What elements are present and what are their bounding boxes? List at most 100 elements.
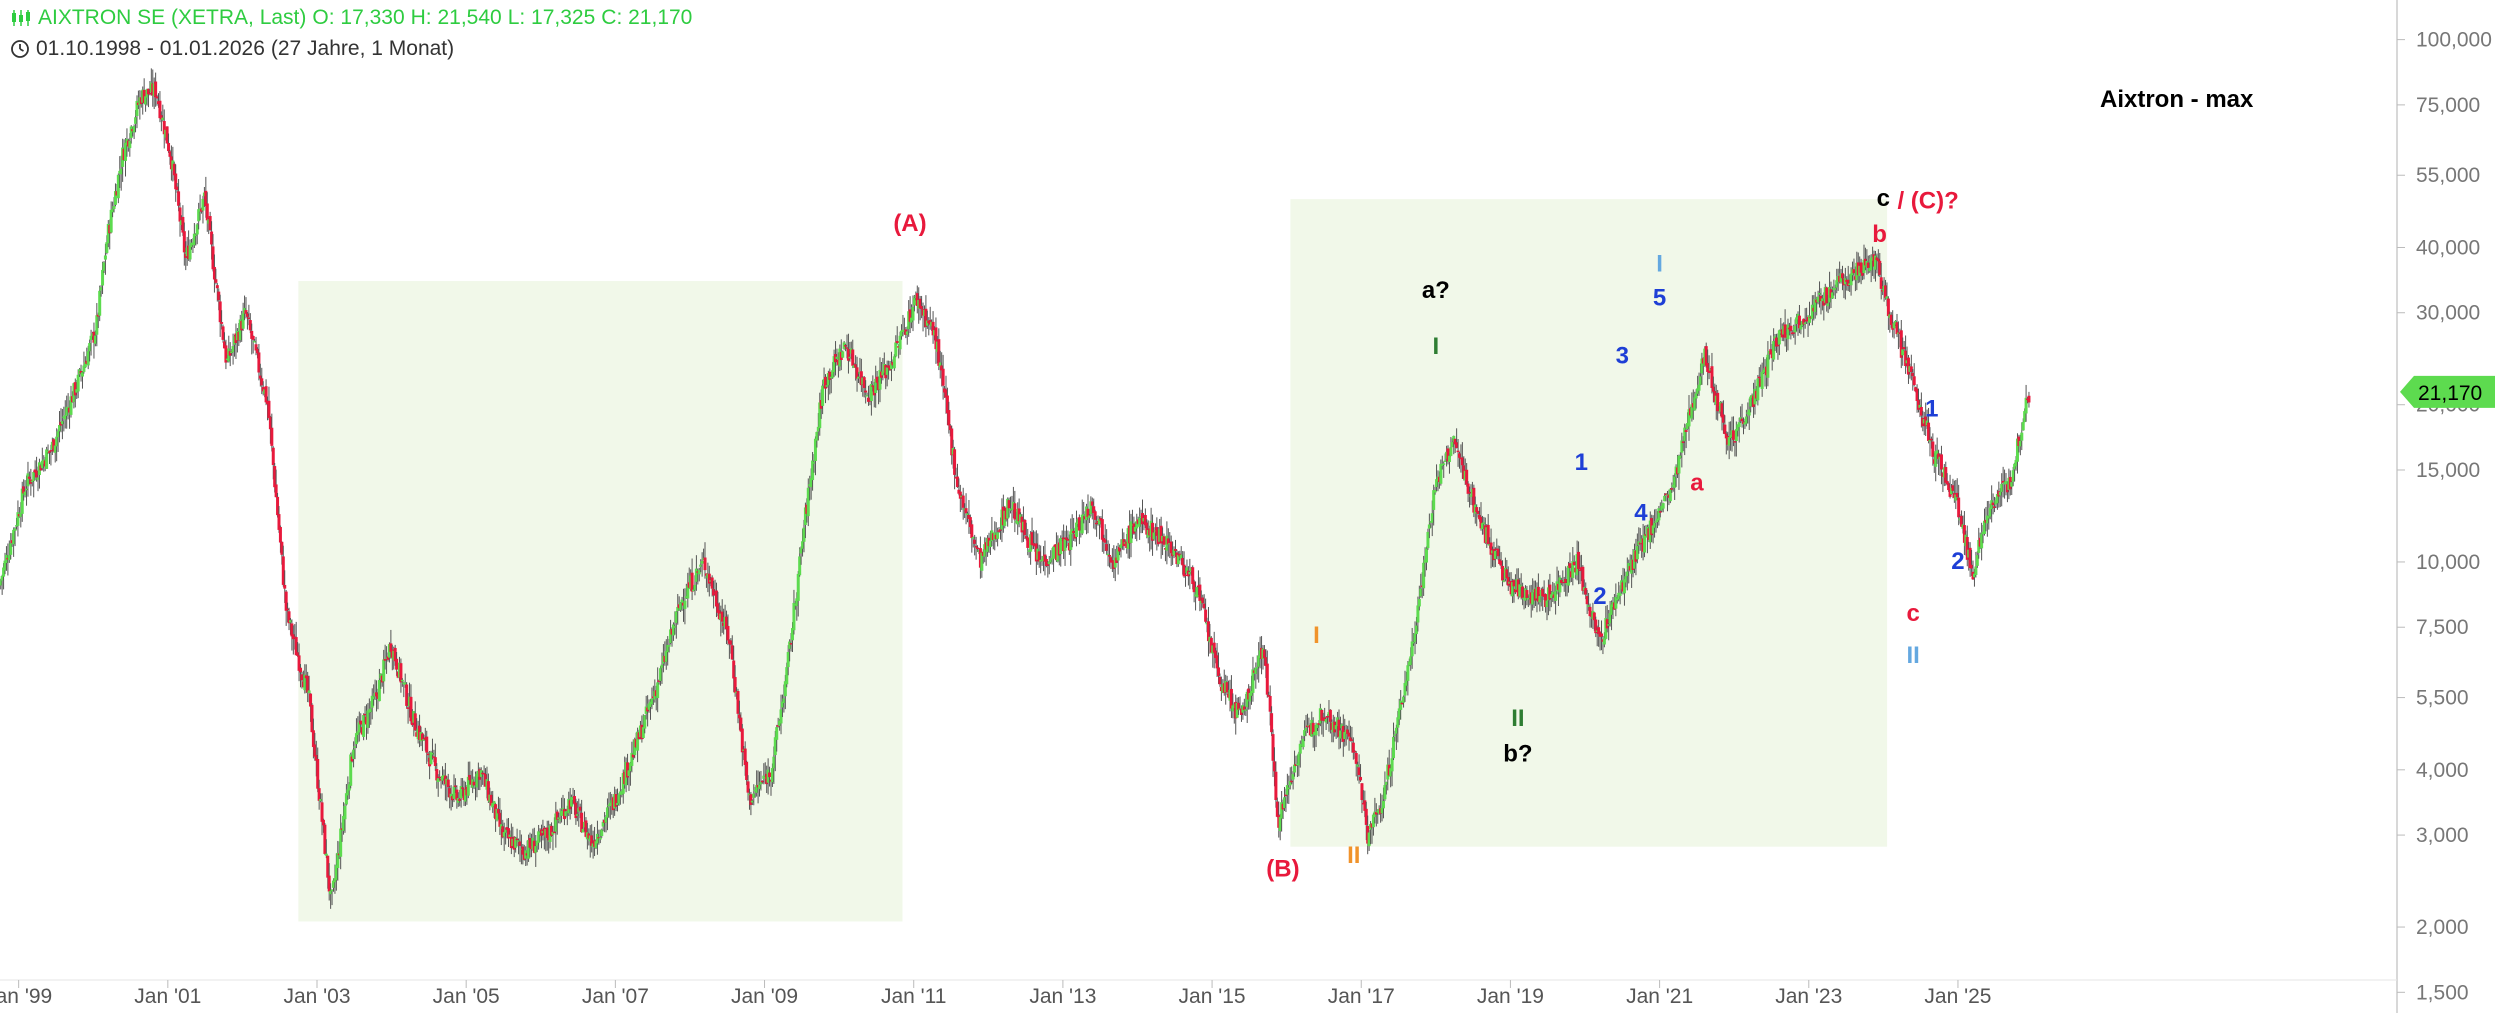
candle-up [1918,404,1922,408]
candle-down [1568,563,1572,568]
high-value: H: 21,540 [410,6,502,29]
candle-down [155,96,159,99]
candle-up [382,659,386,682]
annotation-label: b [1872,221,1887,248]
candle-up [1384,782,1388,785]
candle-up [1756,378,1760,401]
candle-up [40,460,44,469]
candle-down [1931,441,1935,457]
candle-down [311,730,315,748]
candle-down [1043,554,1047,562]
candle-down [950,428,954,456]
candle-down [1192,581,1196,593]
candle-down [1191,567,1195,585]
candle-up [372,696,376,700]
candle-down [918,298,922,309]
candle-up [1835,280,1839,288]
candle-down [945,395,949,414]
annotation-label: I [1313,622,1320,649]
candle-up [1980,534,1984,549]
candle-up [517,840,521,842]
candle-down [844,345,848,347]
candle-down [1721,414,1725,423]
candle-up [466,776,470,796]
candle-up [758,784,762,789]
candle-up [0,580,3,586]
candle-up [1777,330,1781,345]
instrument-name: AIXTRON SE (XETRA, Last) [38,6,307,29]
candle-down [729,640,733,645]
candle-down [1945,480,1949,485]
candle-down [1904,350,1908,366]
candle-down [284,591,288,611]
candle-up [971,537,975,539]
candle-up [1793,325,1797,333]
candle-up [1427,524,1431,529]
candle-up [1502,580,1506,582]
candle-down [1072,530,1076,534]
candle-up [1288,780,1292,786]
candle-down [1198,584,1202,601]
candle-up [1063,539,1067,551]
candle-up [699,564,703,567]
candle-down [1605,619,1609,629]
candle-down [1915,388,1919,401]
candle-up [1285,785,1289,795]
candle-down [310,704,314,733]
candle-down [260,378,264,386]
candle-down [1499,560,1503,566]
candle-up [1786,324,1790,340]
candle-up [1334,725,1338,730]
candle-down [1597,627,1601,635]
candle-up [1394,727,1398,734]
candle-up [80,372,84,377]
candle-down [1559,580,1563,583]
candle-up [475,773,479,788]
candle-up [616,803,620,806]
candle-up [1892,323,1896,329]
candle-up [105,242,109,253]
candle-up [1287,787,1291,790]
candle-up [1972,573,1976,578]
candle-up [1795,317,1799,325]
candle-up [1254,667,1258,675]
candle-up [1116,549,1120,561]
candle-down [278,526,282,543]
candle-down [1274,771,1278,801]
candle-up [1651,525,1655,534]
time-tick-label: Jan '15 [1179,985,1246,1008]
candle-up [195,224,199,235]
candle-up [201,198,205,211]
candle-up [1297,753,1301,766]
candle-up [561,807,565,810]
candle-up [1315,723,1319,728]
candle-down [177,191,181,206]
candle-up [354,733,358,745]
candle-up [2000,483,2004,492]
candle-down [1939,454,1943,470]
candle-up [1403,682,1407,696]
candle-down [940,365,944,371]
candle-up [377,680,381,702]
last-price-tag: 21,170 [2400,375,2495,408]
candle-up [811,460,815,481]
candle-down [420,733,424,741]
candle-up [1545,600,1549,607]
candle-up [16,512,20,526]
candle-down [1960,515,1964,527]
candle-up [803,507,807,525]
candle-down [1202,603,1206,609]
candle-down [1846,279,1850,286]
candle-up [1567,565,1571,586]
candle-up [95,315,99,335]
candle-up [436,778,440,782]
candle-down [1957,497,1961,518]
candle-down [409,696,413,722]
candle-up [1673,476,1677,488]
candle-up [821,385,825,406]
candle-down [895,341,899,343]
candle-down [159,115,163,120]
annotation-label: 2 [1951,548,1964,575]
candle-up [783,681,787,697]
candle-up [648,701,652,707]
